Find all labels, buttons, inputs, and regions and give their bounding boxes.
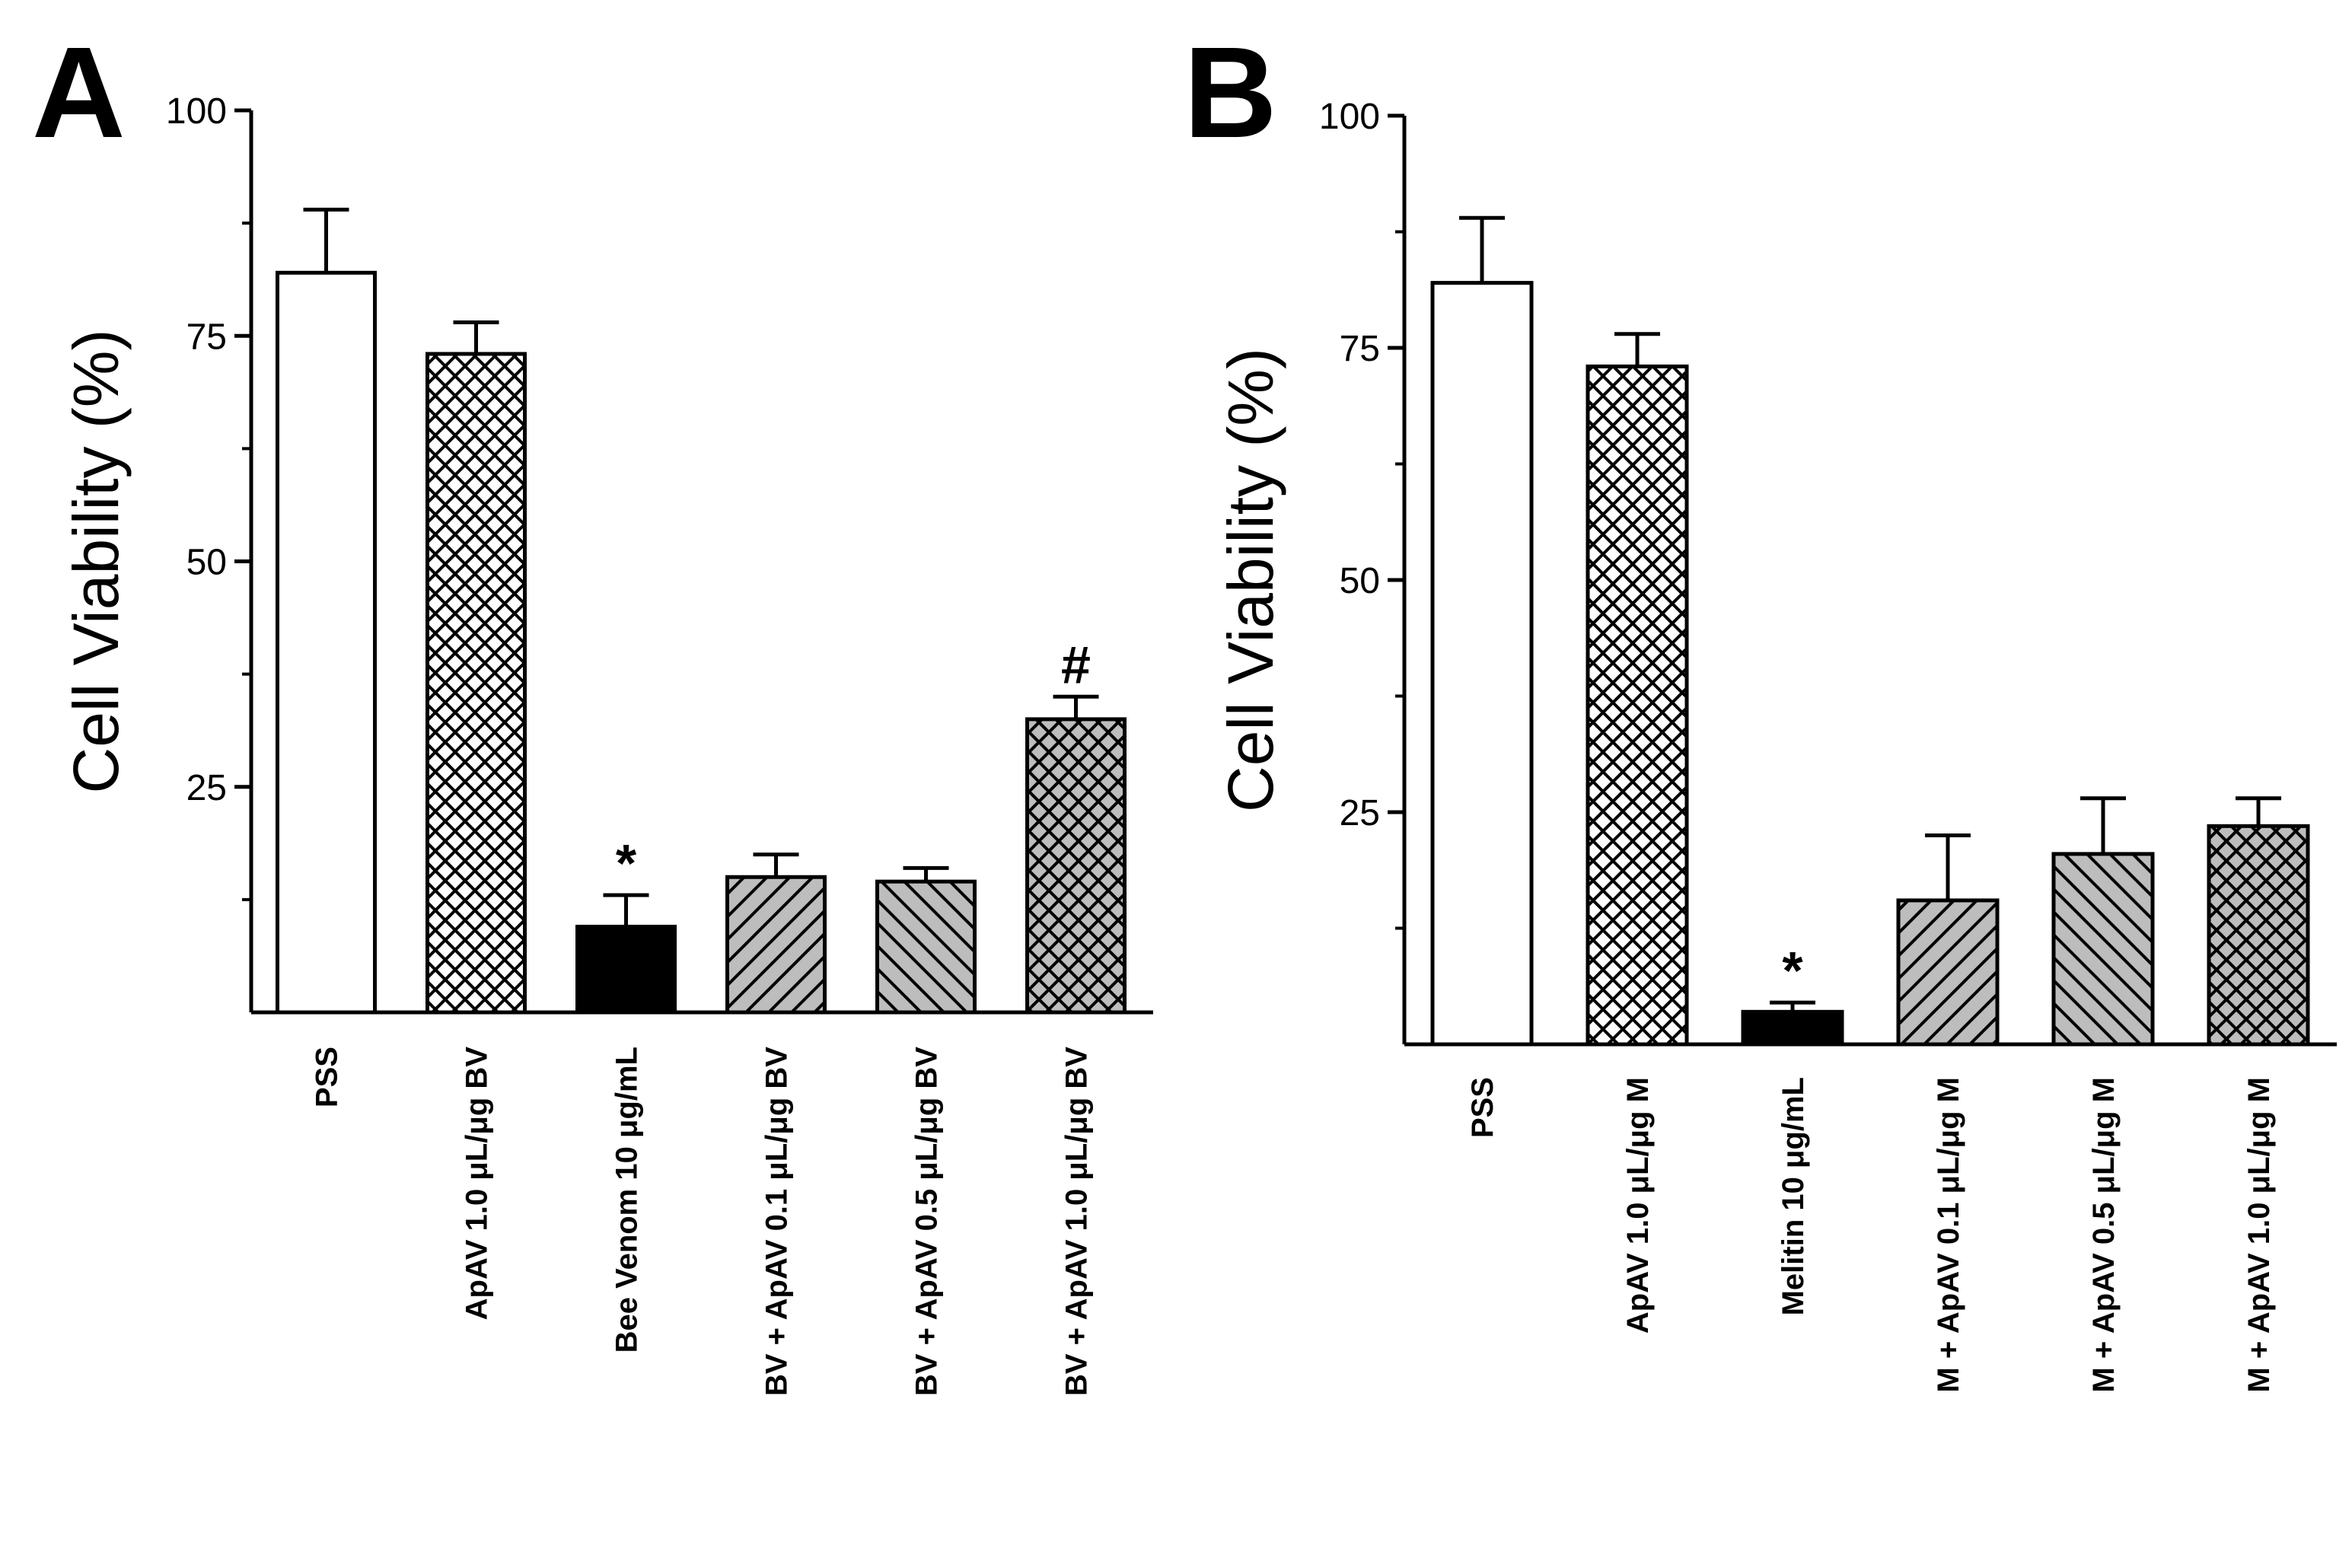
panel-letter: A (32, 21, 126, 165)
significance-marker: * (616, 833, 637, 893)
x-category-label: M + ApAV 0.1 μL/μg M (1932, 1077, 1965, 1393)
x-category-label: BV + ApAV 1.0 μL/μg BV (1060, 1047, 1094, 1396)
significance-marker: # (1061, 635, 1091, 694)
panel-b-chart: B Cell Viability (%) 25 50 75 100 PSS ApAV 1.0 … (1184, 21, 2337, 1393)
significance-marker: * (1782, 941, 1803, 1000)
x-category-label: PSS (1466, 1077, 1499, 1138)
x-category-label: M + ApAV 1.0 μL/μg M (2242, 1077, 2276, 1393)
bar (725, 875, 827, 1015)
bar (1025, 717, 1127, 1015)
x-category-label: ApAV 1.0 μL/μg BV (461, 1047, 494, 1321)
bar (1741, 1009, 1844, 1047)
x-category-label: Melitin 10 μg/mL (1777, 1077, 1810, 1315)
y-tick-label: 75 (1340, 329, 1380, 369)
bar (575, 924, 677, 1015)
y-tick-label: 100 (166, 91, 227, 132)
y-tick-label: 25 (186, 768, 227, 808)
x-category-label: BV + ApAV 0.5 μL/μg BV (910, 1047, 944, 1396)
x-category-label: Bee Venom 10 μg/mL (610, 1047, 644, 1353)
x-category-label: ApAV 1.0 μL/μg M (1621, 1077, 1655, 1334)
bar (276, 270, 377, 1015)
y-tick-label: 25 (1340, 793, 1380, 833)
y-axis-title: Cell Viability (%) (60, 330, 132, 794)
y-tick-label: 50 (1340, 561, 1380, 601)
bar (875, 879, 977, 1015)
y-tick-label: 100 (1319, 97, 1380, 137)
y-tick-label: 50 (186, 543, 227, 583)
panel-letter: B (1184, 21, 1277, 165)
bar (1430, 281, 1534, 1047)
bar (2051, 852, 2155, 1047)
bar (425, 352, 527, 1015)
x-category-label: M + ApAV 0.5 μL/μg M (2087, 1077, 2121, 1393)
bar (1586, 364, 1689, 1047)
bar (2207, 824, 2310, 1047)
x-category-label: PSS (311, 1047, 344, 1107)
x-category-label: BV + ApAV 0.1 μL/μg BV (760, 1047, 794, 1396)
y-axis-title: Cell Viability (%) (1215, 348, 1286, 812)
bar (1896, 898, 2000, 1047)
y-tick-label: 75 (186, 317, 227, 357)
panel-a-chart: A Cell Viability (%) 25 50 75 100 PSS ApAV 1.0 … (32, 21, 1153, 1396)
